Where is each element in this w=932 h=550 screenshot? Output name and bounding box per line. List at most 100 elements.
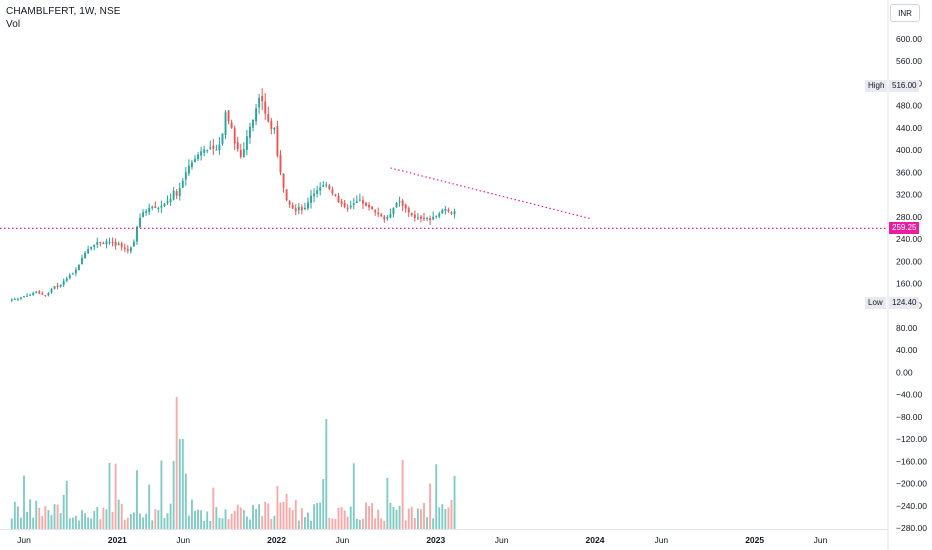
- price-axis[interactable]: 600.00560.00520.00480.00440.00400.00360.…: [887, 0, 927, 550]
- candle-body: [252, 119, 254, 128]
- candle-body: [334, 194, 337, 196]
- candle-body: [410, 213, 413, 216]
- candle-body: [374, 210, 377, 213]
- candle-body: [102, 242, 105, 245]
- volume-bar: [319, 502, 322, 529]
- candle-body: [346, 207, 349, 209]
- volume-bar: [178, 439, 181, 529]
- volume-bar: [221, 518, 224, 529]
- candle-body: [426, 217, 429, 219]
- candle-body: [386, 216, 389, 219]
- volume-bar: [154, 509, 157, 529]
- price-tick-label: −120.00: [896, 434, 927, 444]
- volume-bar: [114, 463, 117, 529]
- volume-bar: [435, 464, 438, 529]
- volume-bar: [126, 517, 129, 529]
- volume-bar: [429, 483, 432, 529]
- candle-body: [142, 212, 145, 218]
- candle-body: [325, 184, 328, 186]
- candle-body: [114, 241, 117, 246]
- candle-body: [261, 95, 264, 102]
- price-tick-label: −40.00: [896, 390, 923, 400]
- candle-body: [218, 144, 221, 151]
- candle-body: [108, 241, 111, 243]
- time-axis[interactable]: Jun 2021 Jun 2022 Jun 2023 Jun 2024 Jun 2025 Jun: [0, 529, 888, 546]
- volume-bar: [249, 519, 251, 529]
- candle-body: [270, 120, 273, 130]
- volume-bar: [423, 502, 425, 529]
- volume-bar: [420, 509, 422, 529]
- volume-bar: [297, 520, 300, 529]
- candle-body: [215, 149, 218, 151]
- volume-bar: [346, 516, 349, 529]
- candle-body: [407, 208, 410, 213]
- candle-body: [453, 211, 456, 215]
- candle-body: [358, 199, 361, 201]
- candle-body: [93, 244, 96, 247]
- candle-body: [84, 252, 87, 259]
- volume-bar: [123, 519, 126, 529]
- volume-bar: [157, 510, 160, 529]
- candle-body: [200, 151, 203, 156]
- time-tick-label: 2025: [745, 535, 764, 545]
- volume-bar: [163, 518, 166, 529]
- price-tick-label: 200.00: [896, 256, 922, 266]
- price-tick-label: 480.00: [896, 101, 922, 111]
- symbol-title: CHAMBLFERT, 1W, NSE: [6, 6, 121, 17]
- candle-body: [239, 149, 242, 157]
- volume-bar: [53, 504, 56, 529]
- time-tick-label: Jun: [495, 535, 509, 545]
- candle-body: [343, 203, 346, 207]
- volume-bar: [389, 502, 392, 529]
- volume-bar: [16, 506, 19, 529]
- candle-body: [300, 207, 303, 211]
- volume-label: Vol: [6, 19, 21, 30]
- volume-bar: [35, 500, 38, 529]
- price-tick-label: 240.00: [896, 234, 922, 244]
- candle-body: [404, 204, 407, 209]
- candle-body: [236, 142, 239, 150]
- candle-body: [157, 207, 160, 209]
- volume-bar: [264, 501, 267, 529]
- volume-bar: [215, 507, 218, 529]
- volume-bar: [270, 518, 273, 529]
- candle-body: [227, 110, 230, 122]
- volume-bar: [117, 499, 120, 529]
- currency-button[interactable]: INR: [890, 4, 920, 22]
- candle-body: [120, 243, 123, 248]
- volume-bar: [255, 508, 258, 529]
- low-label: Low: [865, 297, 886, 310]
- candle-body: [212, 145, 215, 150]
- candle-body: [56, 285, 59, 287]
- volume-bar: [175, 397, 178, 529]
- volume-bar: [218, 517, 221, 529]
- candle-body: [169, 199, 172, 203]
- volume-bar: [352, 463, 355, 529]
- candle-body: [62, 280, 65, 285]
- volume-bar: [227, 519, 230, 529]
- volume-bar: [328, 517, 331, 529]
- time-tick-label: 2022: [267, 535, 286, 545]
- volume-bar: [197, 509, 199, 529]
- volume-bar: [398, 505, 401, 529]
- candle-body: [194, 159, 196, 163]
- volume-bar: [230, 513, 233, 529]
- candle-body: [435, 215, 438, 217]
- candle-body: [148, 207, 151, 213]
- volume-bars: [10, 397, 456, 529]
- time-tick-label: Jun: [336, 535, 350, 545]
- candle-body: [184, 172, 187, 180]
- volume-bar: [142, 517, 145, 529]
- candle-body: [258, 97, 261, 108]
- volume-bar: [19, 517, 22, 529]
- high-label: High: [865, 79, 888, 92]
- volume-bar: [383, 520, 386, 529]
- candle-body: [105, 241, 108, 245]
- volume-bar: [74, 515, 77, 529]
- volume-bar: [151, 520, 154, 529]
- price-tick-label: 80.00: [896, 323, 918, 333]
- candle-body: [10, 299, 13, 301]
- time-tick-label: Jun: [176, 535, 190, 545]
- time-tick-label: Jun: [814, 535, 828, 545]
